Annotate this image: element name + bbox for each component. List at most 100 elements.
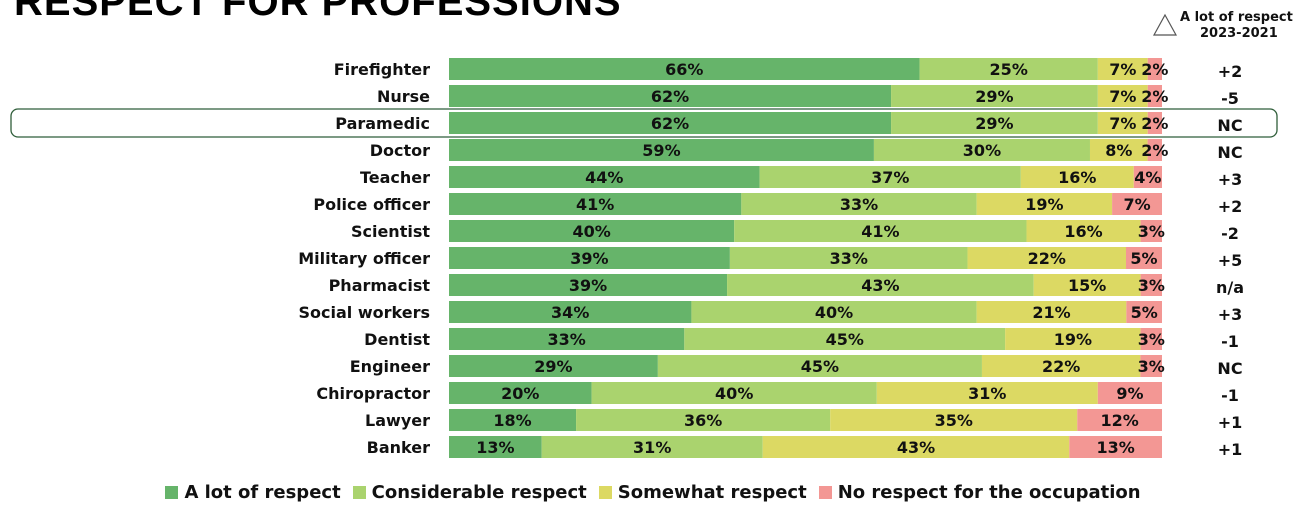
bar-banker-somewhat (762, 436, 1070, 458)
legend-swatch-no-respect (818, 486, 832, 499)
change-value-nurse: -5 (1221, 89, 1239, 108)
legend-item-a-lot: A lot of respect (165, 482, 341, 503)
value-label-teacher-somewhat: 16% (1058, 168, 1096, 187)
value-label-police-officer-somewhat: 19% (1025, 195, 1063, 214)
value-label-social-workers-a-lot: 34% (551, 303, 589, 322)
bar-engineer-a-lot (449, 355, 658, 377)
bar-police-officer-no-respect (1112, 193, 1162, 215)
change-value-military-officer: +5 (1218, 251, 1243, 270)
value-label-teacher-no-respect: 4% (1134, 168, 1161, 187)
bar-firefighter-somewhat (1097, 58, 1148, 80)
value-label-paramedic-a-lot: 62% (651, 114, 689, 133)
value-label-banker-no-respect: 13% (1097, 438, 1135, 457)
value-label-pharmacist-no-respect: 3% (1138, 276, 1165, 295)
value-label-military-officer-a-lot: 39% (570, 249, 608, 268)
bar-firefighter-a-lot (449, 58, 920, 80)
legend-swatch-considerable (352, 486, 366, 499)
change-value-police-officer: +2 (1218, 197, 1243, 216)
value-label-nurse-considerable: 29% (975, 87, 1013, 106)
legend-label-no-respect: No respect for the occupation (837, 482, 1141, 503)
row-label-paramedic: Paramedic (335, 114, 430, 133)
value-label-pharmacist-a-lot: 39% (569, 276, 607, 295)
bar-nurse-considerable (891, 85, 1098, 107)
value-label-engineer-somewhat: 22% (1042, 357, 1080, 376)
bar-nurse-a-lot (449, 85, 892, 107)
value-label-dentist-somewhat: 19% (1054, 330, 1092, 349)
change-value-dentist: -1 (1221, 332, 1239, 351)
value-label-lawyer-somewhat: 35% (935, 411, 973, 430)
bar-engineer-somewhat (981, 355, 1141, 377)
legend-swatch-somewhat (598, 486, 612, 499)
bar-teacher-somewhat (1020, 166, 1134, 188)
value-label-social-workers-considerable: 40% (815, 303, 853, 322)
bar-paramedic-a-lot (449, 112, 892, 134)
bar-social-workers-a-lot (449, 301, 692, 323)
bar-banker-no-respect (1069, 436, 1162, 458)
legend-label-somewhat: Somewhat respect (617, 482, 807, 503)
bar-teacher-no-respect (1133, 166, 1162, 188)
bar-paramedic-considerable (891, 112, 1098, 134)
change-value-teacher: +3 (1218, 170, 1243, 189)
change-column-header: A lot of respect 2023-2021 (1150, 6, 1306, 46)
value-label-dentist-considerable: 45% (826, 330, 864, 349)
bar-police-officer-somewhat (976, 193, 1113, 215)
bar-doctor-considerable (873, 139, 1090, 161)
value-label-chiropractor-a-lot: 20% (501, 384, 539, 403)
change-value-doctor: NC (1217, 143, 1242, 162)
value-label-engineer-a-lot: 29% (534, 357, 572, 376)
legend-swatch-a-lot (165, 486, 179, 499)
bar-social-workers-no-respect (1126, 301, 1162, 323)
chart-legend: A lot of respect Considerable respect Some… (0, 482, 1306, 503)
bar-dentist-no-respect (1140, 328, 1162, 350)
value-label-firefighter-no-respect: 2% (1141, 60, 1168, 79)
value-label-military-officer-no-respect: 5% (1130, 249, 1157, 268)
value-label-teacher-a-lot: 44% (585, 168, 623, 187)
value-label-lawyer-a-lot: 18% (493, 411, 531, 430)
value-label-chiropractor-somewhat: 31% (968, 384, 1006, 403)
bar-scientist-no-respect (1140, 220, 1162, 242)
bar-paramedic-somewhat (1097, 112, 1148, 134)
bar-lawyer-a-lot (449, 409, 577, 431)
value-label-scientist-a-lot: 40% (572, 222, 610, 241)
bar-military-officer-somewhat (967, 247, 1126, 269)
bar-scientist-somewhat (1026, 220, 1141, 242)
legend-item-considerable: Considerable respect (352, 482, 587, 503)
change-value-banker: +1 (1218, 440, 1243, 459)
row-label-scientist: Scientist (351, 222, 430, 241)
value-label-nurse-somewhat: 7% (1109, 87, 1136, 106)
value-label-nurse-no-respect: 2% (1141, 87, 1168, 106)
value-label-dentist-a-lot: 33% (547, 330, 585, 349)
bar-firefighter-no-respect (1147, 58, 1162, 80)
value-label-police-officer-considerable: 33% (840, 195, 878, 214)
row-label-engineer: Engineer (350, 357, 430, 376)
bar-military-officer-considerable (729, 247, 968, 269)
value-label-social-workers-somewhat: 21% (1032, 303, 1070, 322)
bar-engineer-no-respect (1140, 355, 1162, 377)
bar-banker-a-lot (449, 436, 542, 458)
bar-scientist-considerable (734, 220, 1027, 242)
bar-nurse-somewhat (1097, 85, 1148, 107)
value-label-firefighter-somewhat: 7% (1109, 60, 1136, 79)
row-label-lawyer: Lawyer (365, 411, 430, 430)
change-value-chiropractor: -1 (1221, 386, 1239, 405)
value-label-pharmacist-somewhat: 15% (1068, 276, 1106, 295)
bar-scientist-a-lot (449, 220, 735, 242)
row-label-pharmacist: Pharmacist (329, 276, 431, 295)
bar-paramedic-no-respect (1147, 112, 1162, 134)
value-label-scientist-considerable: 41% (861, 222, 899, 241)
value-label-lawyer-considerable: 36% (684, 411, 722, 430)
value-label-military-officer-somewhat: 22% (1028, 249, 1066, 268)
value-label-paramedic-no-respect: 2% (1141, 114, 1168, 133)
row-label-social-workers: Social workers (299, 303, 430, 322)
value-label-scientist-no-respect: 3% (1138, 222, 1165, 241)
bar-lawyer-considerable (576, 409, 831, 431)
row-label-firefighter: Firefighter (334, 60, 430, 79)
legend-item-somewhat: Somewhat respect (598, 482, 807, 503)
bar-teacher-a-lot (449, 166, 760, 188)
value-label-paramedic-somewhat: 7% (1109, 114, 1136, 133)
value-label-banker-a-lot: 13% (476, 438, 514, 457)
row-label-dentist: Dentist (364, 330, 430, 349)
value-label-police-officer-a-lot: 41% (576, 195, 614, 214)
value-label-engineer-no-respect: 3% (1138, 357, 1165, 376)
